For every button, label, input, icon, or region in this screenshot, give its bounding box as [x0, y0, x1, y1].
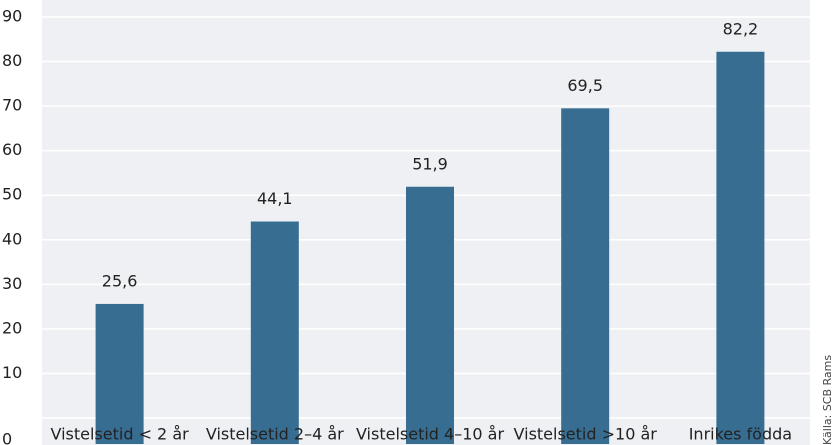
x-tick-label: Inrikes födda: [689, 425, 792, 444]
bar: [561, 108, 610, 444]
y-tick-label: 50: [2, 185, 22, 204]
y-tick-label: 0: [2, 430, 12, 445]
x-tick-label: Vistelsetid 2–4 år: [206, 425, 344, 444]
value-label: 44,1: [257, 189, 293, 208]
y-tick-label: 10: [2, 363, 22, 382]
bar: [406, 186, 454, 445]
x-tick-label: Vistelsetid < 2 år: [50, 425, 189, 444]
value-label: 51,9: [412, 154, 448, 173]
y-tick-label: 30: [2, 274, 22, 293]
bar: [716, 51, 765, 445]
bar: [250, 221, 299, 444]
y-tick-label: 20: [2, 318, 22, 337]
bar: [95, 303, 144, 444]
y-tick-label: 40: [2, 229, 22, 248]
y-tick-label: 70: [2, 96, 22, 115]
y-tick-label: 80: [2, 51, 22, 70]
y-tick-label: 60: [2, 140, 22, 159]
value-label: 25,6: [102, 271, 138, 290]
x-tick-label: Vistelsetid 4–10 år: [356, 425, 505, 444]
x-tick-label: Vistelsetid >10 år: [514, 425, 658, 444]
value-label: 69,5: [567, 76, 603, 95]
source-note: Källa: SCB Rams: [821, 355, 834, 445]
y-tick-label: 90: [2, 7, 22, 26]
value-label: 82,2: [723, 19, 759, 38]
